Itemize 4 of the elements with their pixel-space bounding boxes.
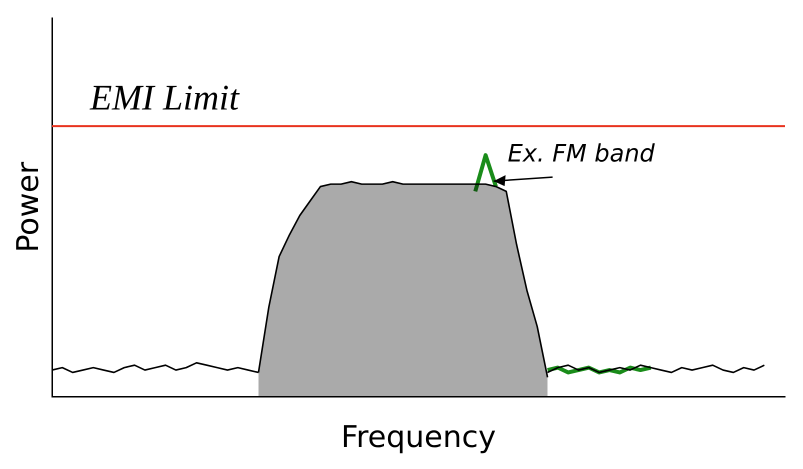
ref-line-label: EMI Limit [89,78,240,118]
x-axis-title: Frequency [341,420,496,455]
annotation: Ex. FM band [508,139,656,168]
y-axis-title: Power [10,161,46,253]
